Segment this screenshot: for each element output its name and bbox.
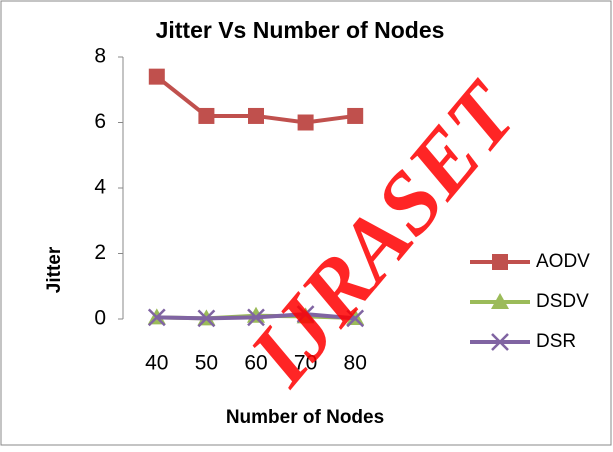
legend-label: DSR (536, 331, 576, 352)
marker (148, 68, 165, 85)
marker (248, 107, 264, 124)
marker (147, 308, 166, 327)
chart-title: Jitter Vs Number of Nodes (156, 17, 445, 43)
y-tick-label: 4 (94, 176, 106, 199)
x-tick-label: 80 (344, 352, 367, 375)
legend-label: DSDV (536, 291, 589, 312)
y-tick-label: 2 (94, 241, 106, 264)
marker (198, 107, 215, 124)
x-tick-label: 50 (195, 352, 218, 375)
marker (297, 114, 314, 131)
legend-marker (491, 333, 509, 351)
legend-marker (491, 293, 509, 309)
marker (347, 107, 364, 124)
x-tick-label: 40 (145, 352, 168, 375)
marker (247, 308, 265, 327)
marker (296, 305, 315, 323)
marker (346, 309, 365, 328)
y-tick-label: 6 (94, 110, 106, 133)
x-axis-label: Number of Nodes (226, 407, 384, 428)
x-tick-label: 70 (294, 352, 317, 375)
x-tick-label: 60 (244, 352, 267, 375)
y-axis-label: Jitter (44, 246, 65, 293)
legend-label: AODV (536, 251, 590, 272)
marker (197, 309, 216, 328)
y-tick-label: 8 (94, 45, 106, 68)
y-tick-label: 0 (94, 307, 106, 330)
legend-marker (492, 254, 508, 270)
